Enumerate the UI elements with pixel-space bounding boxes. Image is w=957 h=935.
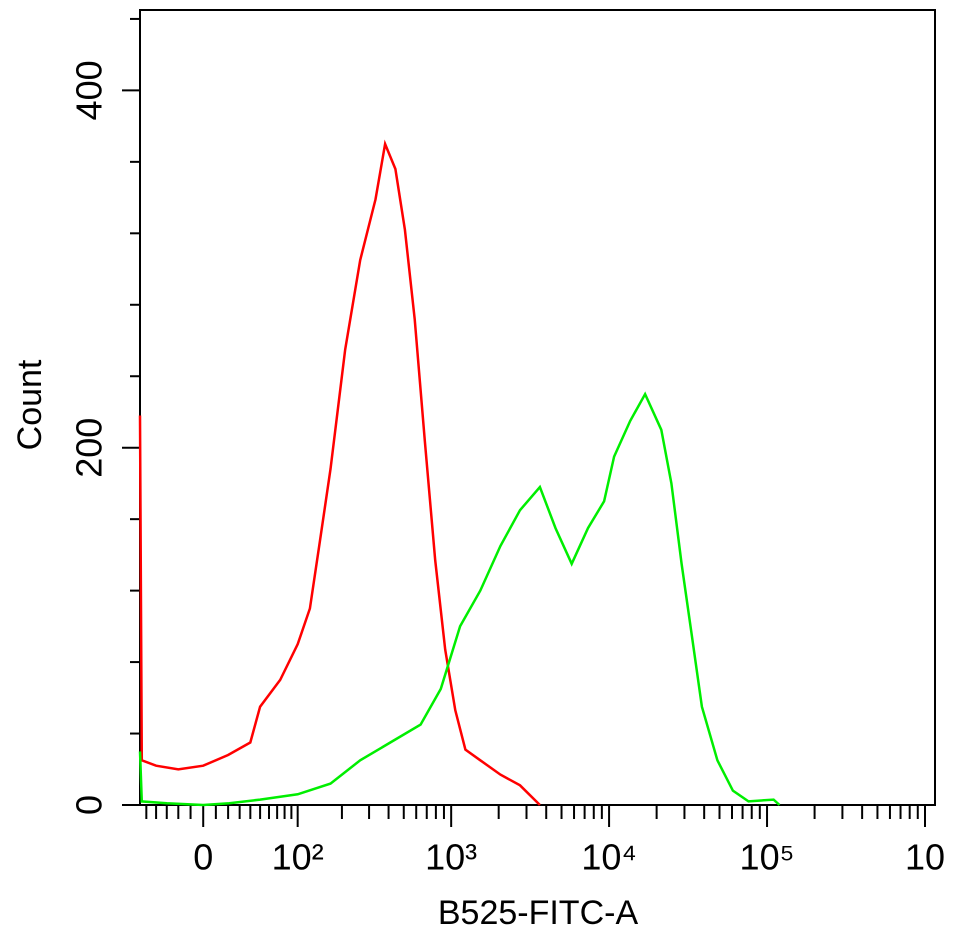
x-tick-label: 10 bbox=[905, 837, 945, 878]
histogram-line bbox=[138, 139, 541, 806]
y-tick-label: 400 bbox=[69, 60, 110, 120]
plot-frame bbox=[139, 9, 936, 806]
y-axis-label: Count bbox=[11, 359, 49, 450]
y-tick-label: 0 bbox=[69, 795, 110, 815]
x-tick-label: 10⁵ bbox=[740, 837, 795, 878]
x-tick-label: 10² bbox=[272, 837, 324, 878]
x-tick-label: 10³ bbox=[425, 837, 477, 878]
histogram-line bbox=[138, 391, 781, 807]
x-tick-label: 10⁴ bbox=[581, 837, 637, 878]
x-tick-label: 0 bbox=[193, 837, 213, 878]
x-axis-label: B525-FITC-A bbox=[438, 894, 639, 932]
y-tick-label: 200 bbox=[69, 418, 110, 478]
